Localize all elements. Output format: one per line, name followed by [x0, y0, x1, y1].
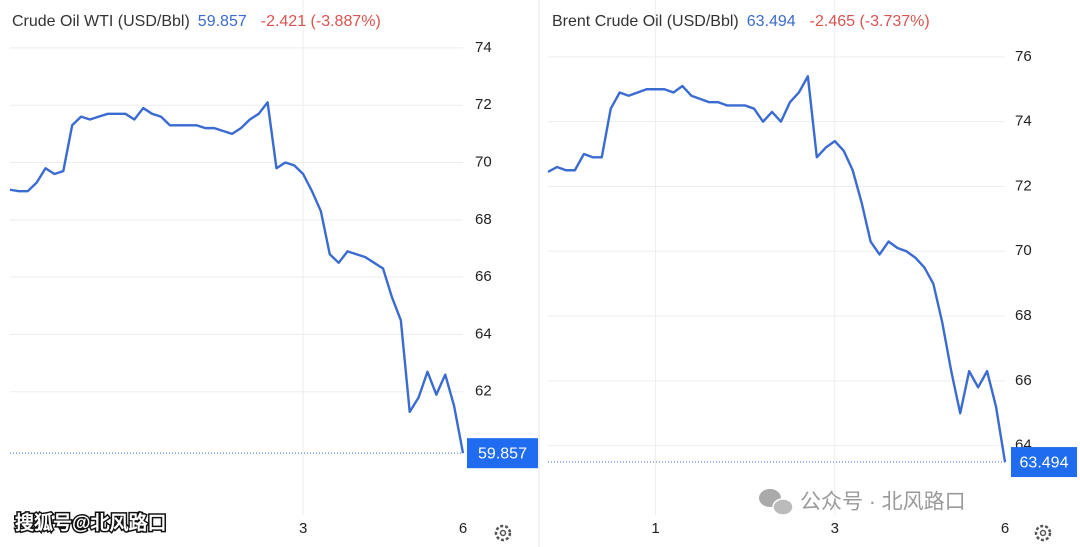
x-tick-label: 6: [459, 520, 467, 537]
y-tick-label: 68: [1015, 307, 1032, 324]
watermark: 搜狐号@北风路口: [15, 511, 167, 534]
x-tick-label: 1: [651, 520, 659, 537]
header-price: 59.857: [198, 13, 247, 30]
wechat-icon: [759, 489, 794, 516]
y-tick-label: 62: [475, 383, 492, 400]
y-tick-label: 74: [1015, 113, 1032, 130]
chart-title: Crude Oil WTI (USD/Bbl): [12, 13, 190, 30]
x-tick-label: 6: [1001, 520, 1009, 537]
settings-icon[interactable]: [1034, 524, 1052, 542]
gear[interactable]: [1034, 524, 1052, 542]
last-price-box: [1011, 447, 1077, 478]
header-change: -2.421 (-3.887%): [261, 13, 381, 30]
header-price: 63.494: [747, 13, 796, 30]
gear-hub[interactable]: [499, 529, 507, 537]
bubble: [772, 498, 794, 516]
y-tick-label: 70: [475, 153, 492, 170]
x-tick-label: 3: [299, 520, 307, 537]
y-tick-label: 66: [475, 268, 492, 285]
x-tick-label: 3: [831, 520, 839, 537]
y-tick-label: 74: [475, 39, 492, 56]
settings-icon[interactable]: [494, 524, 512, 542]
last-price-box: [467, 438, 538, 469]
gear-hub[interactable]: [1039, 529, 1047, 537]
y-tick-label: 76: [1015, 48, 1032, 65]
gear[interactable]: [494, 524, 512, 542]
y-tick-label: 66: [1015, 372, 1032, 389]
y-tick-label: 72: [475, 96, 492, 113]
last-price-label: 59.857: [478, 445, 527, 462]
price-line: [547, 75, 1007, 463]
last-price-label: 63.494: [1020, 454, 1069, 471]
y-tick-label: 70: [1015, 242, 1032, 259]
price-line: [9, 101, 465, 454]
header-change: -2.465 (-3.737%): [810, 13, 930, 30]
y-tick-label: 68: [475, 211, 492, 228]
chart-panel: 62 64 66 68 70 72 74 3 6 59.857 Crude Oil WTI (USD…: [9, 0, 538, 537]
watermark: 公众号 · 北风路口: [800, 491, 966, 514]
y-tick-label: 64: [475, 325, 492, 342]
chart-title: Brent Crude Oil (USD/Bbl): [552, 13, 739, 30]
y-tick-label: 72: [1015, 177, 1032, 194]
